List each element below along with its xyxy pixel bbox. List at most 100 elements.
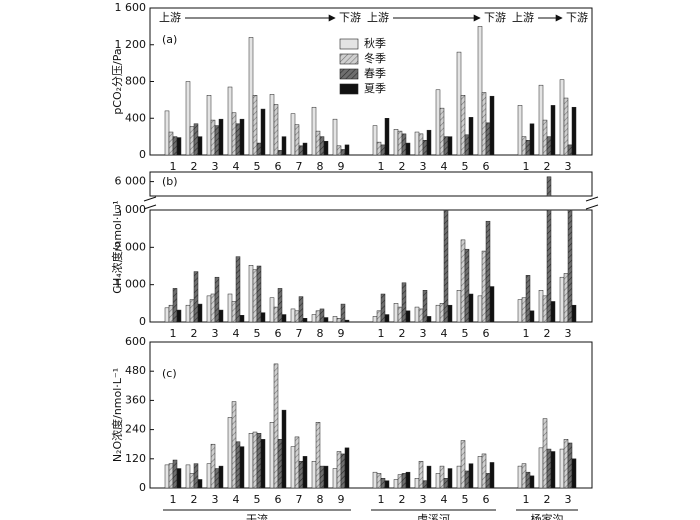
bar — [456, 290, 462, 323]
bar — [422, 290, 428, 323]
bar — [168, 463, 174, 489]
bar — [197, 479, 203, 489]
bar — [439, 303, 445, 323]
x-tick-label: 4 — [441, 160, 448, 173]
bar — [485, 122, 491, 156]
bar — [517, 105, 523, 156]
bar — [172, 288, 178, 323]
x-tick-label: 8 — [317, 160, 324, 173]
bar — [252, 431, 258, 489]
bar — [332, 468, 338, 489]
bar — [168, 304, 174, 323]
bar — [273, 306, 279, 323]
bar — [214, 468, 220, 489]
bar — [218, 465, 224, 489]
bar — [235, 256, 241, 323]
bar — [248, 433, 254, 489]
x-tick-label: 1 — [378, 493, 385, 506]
bar — [401, 473, 407, 489]
x-tick-label: 6 — [275, 160, 282, 173]
bar — [468, 463, 474, 489]
bar — [298, 460, 304, 489]
bar — [185, 464, 191, 489]
bar — [206, 295, 212, 323]
bar — [456, 465, 462, 489]
x-tick-label: 4 — [441, 327, 448, 340]
bar — [193, 463, 199, 489]
legend-label: 冬季 — [364, 51, 386, 65]
y-tick-label: 240 — [125, 423, 146, 436]
bar — [336, 318, 342, 323]
bar — [397, 306, 403, 323]
flow-label-up: 上游 — [367, 11, 389, 24]
x-tick-label: 3 — [420, 160, 427, 173]
bar — [571, 458, 577, 489]
y-tick-label: 3 000 — [115, 203, 147, 216]
bar — [426, 465, 432, 489]
legend-swatch — [339, 53, 359, 65]
y-tick-label: 1 600 — [115, 1, 147, 14]
x-tick-label: 6 — [483, 160, 490, 173]
y-tick-label: 1 200 — [115, 38, 147, 51]
bar — [418, 308, 424, 323]
bar — [172, 459, 178, 489]
bar — [571, 106, 577, 156]
bar — [372, 125, 378, 156]
bar — [468, 117, 474, 156]
bar — [376, 310, 382, 323]
bar — [231, 112, 237, 156]
x-tick-label: 8 — [317, 327, 324, 340]
bar — [542, 418, 548, 489]
bar — [311, 314, 317, 323]
bar — [323, 140, 329, 156]
axis-break — [585, 204, 599, 210]
bar — [235, 123, 241, 156]
bar — [344, 319, 350, 323]
x-tick-label: 5 — [462, 327, 469, 340]
bar — [227, 86, 233, 156]
bar — [336, 145, 342, 156]
bar — [197, 136, 203, 156]
bar — [414, 131, 420, 156]
bar — [315, 422, 321, 489]
plot-frame-upper — [149, 171, 593, 197]
bar — [571, 304, 577, 323]
bar — [273, 104, 279, 156]
legend-label: 夏季 — [364, 82, 386, 95]
x-tick-label: 9 — [338, 327, 345, 340]
flow-label-down: 下游 — [484, 11, 506, 24]
bar — [269, 94, 275, 156]
bar — [447, 136, 453, 156]
group-label: 虎溪河 — [417, 513, 450, 520]
y-tick-label: 0 — [139, 315, 146, 328]
bar — [529, 475, 535, 489]
bar — [319, 308, 325, 323]
bar — [277, 288, 283, 323]
bar — [525, 140, 531, 156]
bar — [319, 465, 325, 489]
bar — [517, 465, 523, 489]
bar — [443, 209, 449, 323]
bar — [435, 304, 441, 323]
bar — [218, 309, 224, 323]
flow-label-up: 上游 — [512, 11, 534, 24]
bar — [542, 119, 548, 156]
x-tick-label: 2 — [399, 160, 406, 173]
bar — [277, 439, 283, 489]
x-tick-label: 5 — [462, 160, 469, 173]
x-tick-label: 4 — [233, 160, 240, 173]
bar — [538, 447, 544, 489]
bar — [281, 314, 287, 323]
bar — [477, 26, 483, 156]
bar — [481, 453, 487, 489]
bar — [405, 310, 411, 323]
bar — [393, 303, 399, 323]
bar — [281, 136, 287, 156]
x-tick-label: 5 — [462, 493, 469, 506]
bar — [214, 276, 220, 323]
bar — [193, 271, 199, 323]
x-tick-label: 6 — [483, 493, 490, 506]
x-tick-label: 9 — [338, 493, 345, 506]
x-tick-label: 3 — [565, 327, 572, 340]
bar — [323, 465, 329, 489]
